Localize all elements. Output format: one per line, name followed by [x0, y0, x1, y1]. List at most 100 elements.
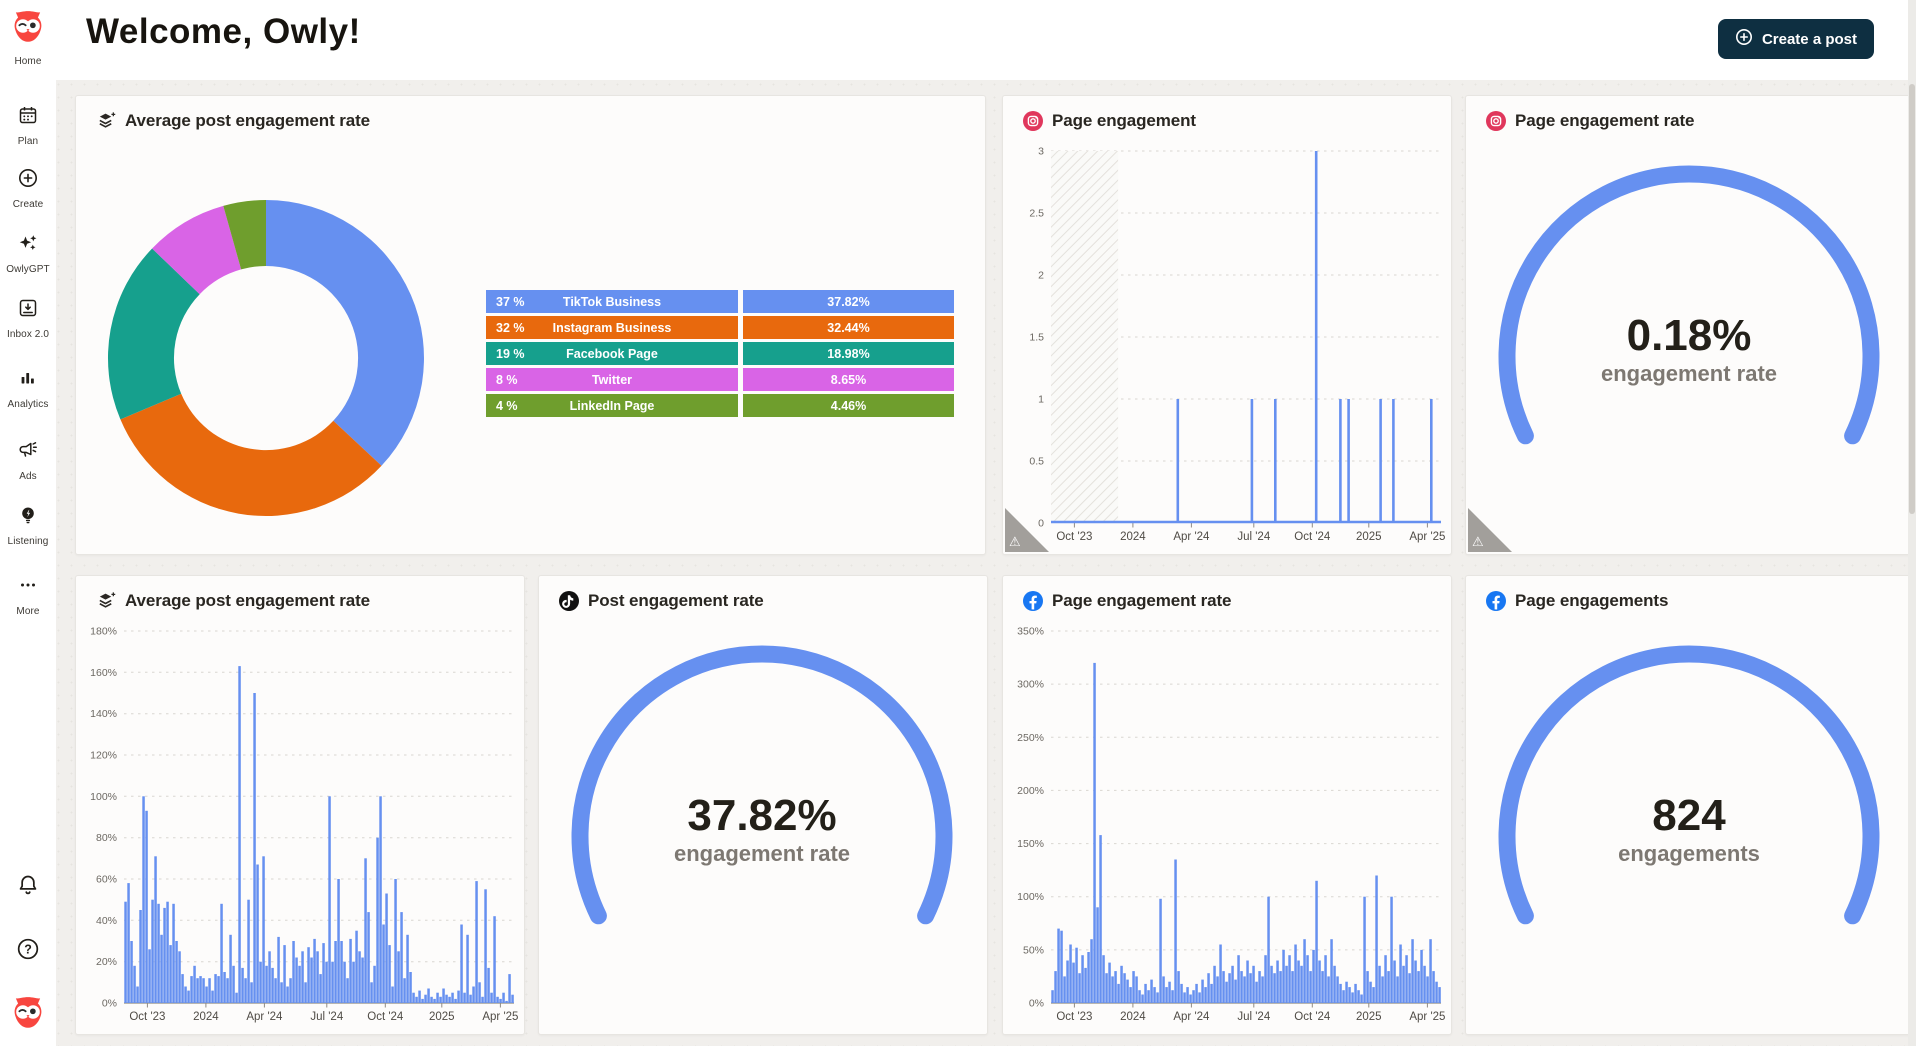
lightbulb-icon — [17, 504, 39, 531]
bar-chart-icon — [17, 367, 39, 394]
post-engagement-bar-chart[interactable]: 0% 20% 40% 60% 80% 100% 120% 140% 160% 180% Oct '2… — [86, 606, 522, 1030]
sidebar-item-label: Inbox 2.0 — [6, 329, 50, 340]
page-engagement-rate-bar-chart[interactable]: 0% 50% 100% 150% 200% 250% 300% 350% Oct '23 2024… — [1013, 606, 1449, 1030]
sidebar-help[interactable]: ? — [0, 936, 56, 962]
svg-text:Oct '24: Oct '24 — [1294, 1011, 1331, 1023]
tiktok-icon — [559, 591, 579, 611]
svg-text:2024: 2024 — [1120, 1011, 1146, 1023]
facebook-icon — [1486, 591, 1506, 611]
card-title: Page engagement — [1052, 111, 1196, 130]
card-title: Page engagements — [1515, 591, 1669, 610]
card-title: Average post engagement rate — [125, 591, 371, 610]
svg-text:80%: 80% — [96, 832, 117, 844]
svg-text:0%: 0% — [1029, 998, 1044, 1010]
card-facebook-page-engagements: Page engagements 824 engagements — [1465, 575, 1915, 1035]
svg-text:Apr '25: Apr '25 — [1409, 1011, 1445, 1023]
card-average-post-engagement-rate-donut: Average post engagement rate 37 % TikTok… — [75, 95, 986, 555]
card-instagram-page-engagement-rate: Page engagement rate 0.18% engagement ra… — [1465, 95, 1915, 555]
legend-row[interactable]: 19 % Facebook Page 18.98% — [486, 342, 956, 365]
sidebar-notifications[interactable] — [0, 872, 56, 898]
page-engagement-line-chart[interactable]: 0 0.5 1 1.5 2 2.5 3 Oct '23 2024 Apr '24 Jul '24 Oc… — [1013, 126, 1449, 550]
svg-text:2025: 2025 — [1356, 1011, 1382, 1023]
legend-account-name: Twitter — [591, 372, 633, 387]
svg-text:300%: 300% — [1017, 679, 1044, 691]
scrollbar-thumb[interactable] — [1909, 84, 1915, 514]
svg-text:Jul '24: Jul '24 — [310, 1011, 343, 1023]
svg-text:0: 0 — [1038, 518, 1044, 530]
page-title: Welcome, Owly! — [86, 12, 361, 51]
card-facebook-page-engagement-rate: Page engagement rate 0% 50% 100% 150% 200% 25… — [1002, 575, 1452, 1035]
sidebar-item-inbox-2-0[interactable]: Inbox 2.0 — [0, 297, 56, 340]
svg-text:Apr '24: Apr '24 — [1173, 1011, 1210, 1023]
inbox-icon — [17, 297, 39, 324]
svg-text:Oct '23: Oct '23 — [1056, 531, 1092, 543]
donut-chart[interactable] — [76, 96, 985, 554]
svg-text:Apr '24: Apr '24 — [246, 1011, 283, 1023]
instagram-icon — [1486, 111, 1506, 131]
facebook-icon — [1023, 591, 1043, 611]
donut-legend: 37 % TikTok Business 37.82% 32 % Instagr… — [486, 290, 956, 420]
legend-row[interactable]: 8 % Twitter 8.65% — [486, 368, 956, 391]
engagements-gauge[interactable] — [1466, 636, 1912, 1034]
svg-text:350%: 350% — [1017, 626, 1044, 638]
legend-value: 32.44% — [743, 316, 954, 339]
legend-row[interactable]: 37 % TikTok Business 37.82% — [486, 290, 956, 313]
sidebar-profile[interactable] — [0, 994, 56, 1032]
instagram-icon — [1023, 111, 1043, 131]
svg-text:?: ? — [24, 943, 32, 957]
svg-text:120%: 120% — [90, 750, 117, 762]
sidebar-item-more[interactable]: More — [0, 574, 56, 617]
svg-text:Oct '24: Oct '24 — [367, 1011, 404, 1023]
svg-text:Oct '24: Oct '24 — [1294, 531, 1331, 543]
card-title: Page engagement rate — [1052, 591, 1232, 610]
engagement-rate-gauge[interactable] — [1466, 156, 1912, 554]
legend-value: 4.46% — [743, 394, 954, 417]
sidebar-item-label: More — [16, 606, 40, 617]
sidebar-item-owlygpt[interactable]: OwlyGPT — [0, 232, 56, 275]
create-post-button[interactable]: Create a post — [1717, 19, 1874, 59]
sidebar-item-label: Analytics — [7, 399, 49, 410]
svg-text:2024: 2024 — [1120, 531, 1146, 543]
sidebar-item-listening[interactable]: Listening — [0, 504, 56, 547]
sidebar-item-create[interactable]: Create — [0, 167, 56, 210]
sidebar-item-label: Create — [12, 199, 44, 210]
legend-row[interactable]: 4 % LinkedIn Page 4.46% — [486, 394, 956, 417]
svg-text:2025: 2025 — [429, 1011, 455, 1023]
legend-share: 32 % — [496, 320, 525, 335]
legend-value: 37.82% — [743, 290, 954, 313]
card-instagram-page-engagement: Page engagement 0 0.5 1 1.5 2 2.5 3 Oct '23 2024… — [1002, 95, 1452, 555]
plus-circle-icon — [17, 167, 39, 194]
legend-account-name: LinkedIn Page — [569, 398, 655, 413]
owl-logo — [9, 8, 47, 51]
layers-plus-icon — [96, 111, 116, 131]
svg-text:Apr '24: Apr '24 — [1173, 531, 1210, 543]
legend-account-name: Instagram Business — [552, 320, 672, 335]
legend-value: 8.65% — [743, 368, 954, 391]
card-tiktok-post-engagement-rate: Post engagement rate 37.82% engagement r… — [538, 575, 988, 1035]
svg-text:20%: 20% — [96, 956, 117, 968]
svg-text:180%: 180% — [90, 626, 117, 638]
sidebar-item-plan[interactable]: Plan — [0, 104, 56, 147]
svg-text:2: 2 — [1038, 270, 1044, 282]
warning-icon: ⚠ — [1472, 534, 1484, 549]
svg-text:140%: 140% — [90, 708, 117, 720]
svg-text:0%: 0% — [102, 998, 117, 1010]
top-header: Welcome, Owly! Create a post — [0, 0, 1916, 80]
sidebar-item-home[interactable]: Home — [0, 8, 56, 67]
sidebar-item-analytics[interactable]: Analytics — [0, 367, 56, 410]
warning-icon: ⚠ — [1009, 534, 1021, 549]
svg-text:Jul '24: Jul '24 — [1237, 1011, 1270, 1023]
plus-circle-icon — [1735, 28, 1753, 50]
sidebar-item-label: Home — [14, 56, 42, 67]
card-average-post-engagement-rate-history: Average post engagement rate 0% 20% 40% 60%… — [75, 575, 525, 1035]
legend-row[interactable]: 32 % Instagram Business 32.44% — [486, 316, 956, 339]
legend-value: 18.98% — [743, 342, 954, 365]
sidebar-item-ads[interactable]: Ads — [0, 439, 56, 482]
engagement-rate-gauge[interactable] — [539, 636, 985, 1034]
legend-share: 19 % — [496, 346, 525, 361]
svg-text:40%: 40% — [96, 915, 117, 927]
sidebar: Home Plan Create OwlyGPT Inbox 2.0 Analy… — [0, 0, 56, 1046]
sidebar-item-label: Ads — [19, 471, 37, 482]
scrollbar-track — [1908, 0, 1916, 1046]
legend-share: 37 % — [496, 294, 525, 309]
